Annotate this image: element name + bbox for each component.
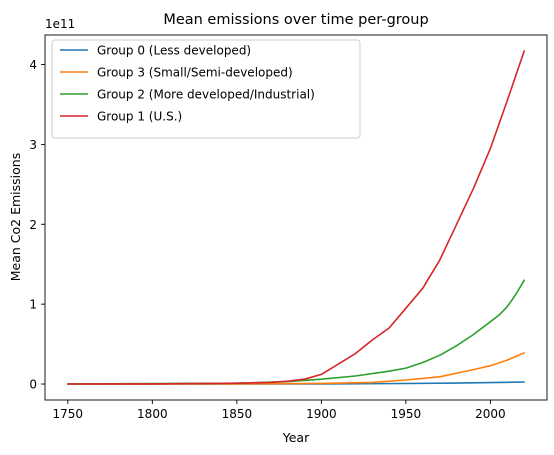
x-tick-label: 1850 xyxy=(222,407,253,421)
y-axis-ticks: 0 1 2 3 4 xyxy=(29,58,45,392)
series-line-group-1 xyxy=(67,352,525,385)
x-tick-label: 1900 xyxy=(306,407,337,421)
legend-label: Group 2 (More developed/Industrial) xyxy=(97,88,315,102)
series-line-group-3 xyxy=(67,50,525,385)
y-tick-label: 2 xyxy=(29,218,37,232)
x-axis-ticks: 1750 1800 1850 1900 1950 2000 xyxy=(53,400,506,421)
chart-title: Mean emissions over time per-group xyxy=(163,12,428,28)
legend: Group 0 (Less developed) Group 3 (Small/S… xyxy=(51,39,361,139)
legend-label: Group 3 (Small/Semi-developed) xyxy=(97,66,293,80)
plot-lines xyxy=(67,50,525,385)
y-scale-label: 1e11 xyxy=(45,17,75,31)
plot-frame xyxy=(44,34,548,401)
x-tick-label: 1950 xyxy=(391,407,422,421)
y-tick-label: 4 xyxy=(29,58,37,72)
y-tick-label: 3 xyxy=(29,138,37,152)
x-axis-label: Year xyxy=(282,430,310,445)
y-tick-label: 0 xyxy=(29,378,37,392)
legend-label: Group 1 (U.S.) xyxy=(97,110,182,124)
y-axis-label: Mean Co2 Emissions xyxy=(8,153,23,281)
legend-label: Group 0 (Less developed) xyxy=(97,44,251,58)
legend-box xyxy=(51,39,361,139)
series-line-group-2 xyxy=(67,279,525,385)
y-tick-label: 1 xyxy=(29,298,37,312)
x-tick-label: 1800 xyxy=(137,407,168,421)
x-tick-label: 2000 xyxy=(475,407,506,421)
x-tick-label: 1750 xyxy=(53,407,84,421)
